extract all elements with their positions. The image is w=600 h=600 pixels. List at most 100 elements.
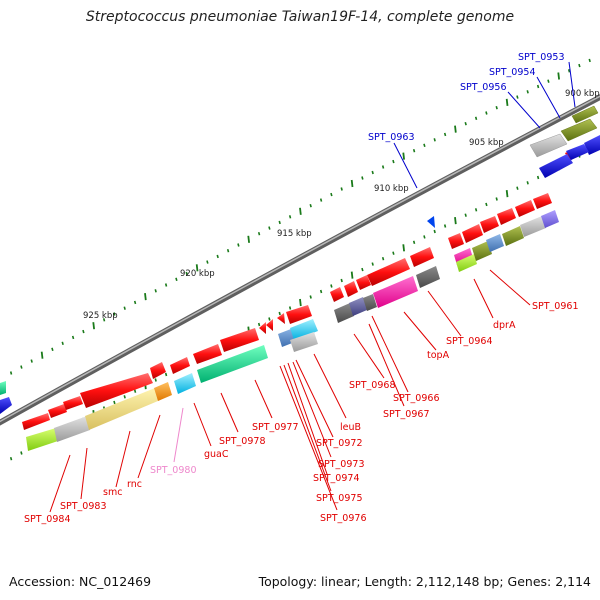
gene-label-spt0964[interactable]: SPT_0964 (446, 336, 493, 347)
gene-arrow-cyan-spt0973[interactable] (290, 319, 318, 340)
gene-label-topa[interactable]: topA (427, 350, 450, 361)
gene-arrow-grey-spt0967[interactable] (363, 294, 377, 311)
gene-label-spt0974[interactable]: SPT_0974 (313, 473, 360, 484)
gene-arrow-dgrey-spt0964[interactable] (416, 266, 440, 288)
lower-tick-47 (474, 208, 478, 212)
lower-tick-13 (123, 395, 126, 399)
gene-arrow-blue-a[interactable] (584, 135, 600, 155)
kbp-tick-39 (392, 159, 395, 164)
lower-tick-31 (309, 295, 312, 299)
gene-label-spt0976[interactable]: SPT_0976 (320, 513, 367, 524)
gene-arrow-olive-spt0961-b[interactable] (502, 226, 524, 246)
gene-arrow-red-tri-c[interactable] (277, 313, 285, 324)
kbp-tick-35 (350, 179, 354, 188)
gene-arrow-red-spt0978[interactable] (220, 328, 259, 352)
gene-arrow-magenta-dpra[interactable] (454, 248, 473, 265)
gene-arrow-magenta-topa[interactable] (373, 276, 418, 308)
gene-label-leub[interactable]: leuB (340, 422, 361, 433)
gene-arrow-steel-spt0961[interactable] (486, 234, 504, 252)
gene-label-spt0961[interactable]: SPT_0961 (532, 301, 579, 312)
gene-arrow-cyan-spt0980[interactable] (174, 373, 196, 394)
gene-arrow-khaki-smc[interactable] (85, 388, 158, 430)
map-title: Streptococcus pneumoniae Taiwan19F-14, c… (85, 9, 515, 25)
gene-arrow-dgrey-spt0968[interactable] (334, 303, 354, 323)
gene-label-spt0968[interactable]: SPT_0968 (349, 380, 396, 391)
gene-arrow-lime-dpra[interactable] (456, 254, 477, 272)
gene-label-spt0978[interactable]: SPT_0978 (219, 436, 266, 447)
gene-label-spt0953[interactable]: SPT_0953 (518, 52, 565, 63)
gene-arrow-red-spt0961-a[interactable] (497, 208, 516, 225)
gene-arrow-red-rnc[interactable] (150, 362, 166, 379)
gene-arrow-red-spt0977[interactable] (286, 305, 312, 324)
kbp-tick-11 (102, 318, 106, 322)
gene-label-dpra[interactable]: dprA (493, 320, 516, 331)
gene-arrow-red-tri-b[interactable] (266, 319, 273, 331)
gene-label-spt0967[interactable]: SPT_0967 (383, 409, 430, 420)
gene-arrow-red-leub-a[interactable] (344, 281, 358, 297)
gene-arrow-red-spt0964[interactable] (448, 233, 464, 249)
gene-arrow-slate-spt0968[interactable] (349, 297, 367, 316)
kbp-tick-49 (495, 105, 498, 110)
gene-arrow-red-spt0961-c[interactable] (533, 193, 552, 209)
gene-arrow-red-spt0966[interactable] (410, 247, 434, 267)
gene-label-spt0977[interactable]: SPT_0977 (252, 422, 299, 433)
gene-arrow-red-spt0972[interactable] (330, 287, 344, 302)
gene-arrow-olive-spt0961[interactable] (472, 241, 492, 261)
gene-arrow-grey-spt0983[interactable] (54, 416, 90, 442)
kbp-tick-17 (164, 283, 168, 287)
gene-arrow-red-smc-b[interactable] (80, 373, 153, 408)
gene-label-guac[interactable]: guaC (204, 449, 229, 460)
gene-arrow-red-spt0968[interactable] (367, 258, 410, 286)
gene-arrow-grey-spt0961[interactable] (520, 216, 546, 237)
gene-arrow-violet-spt0961[interactable] (541, 210, 559, 228)
gene-label-spt0972[interactable]: SPT_0972 (316, 438, 363, 449)
gene-label-spt0963[interactable]: SPT_0963 (368, 132, 415, 143)
gene-arrow-red-guac[interactable] (193, 344, 222, 364)
gene-label-spt0956[interactable]: SPT_0956 (460, 82, 507, 93)
kbp-tick-28 (278, 220, 281, 225)
gene-arrow-spt0954[interactable] (560, 118, 598, 142)
gene-arrow-red-dpra[interactable] (480, 216, 499, 233)
kbp-tick-6 (51, 347, 54, 352)
kbp-tick-51 (516, 95, 519, 99)
gene-marker-spt0963[interactable] (427, 216, 435, 228)
gene-label-spt0975[interactable]: SPT_0975 (316, 493, 363, 504)
kbp-tick-21 (206, 260, 209, 264)
gene-arrow-red-topa[interactable] (462, 224, 483, 243)
gene-arrow-red-spt0961-b[interactable] (515, 200, 535, 217)
gene-label-rnc[interactable]: rnc (127, 479, 142, 490)
gene-arrow-red-spt0980[interactable] (170, 357, 190, 374)
lower-tick-48 (485, 202, 488, 207)
gene-arrow-orange-rnc[interactable] (154, 382, 172, 401)
gene-arrow-red-smc-a[interactable] (63, 396, 83, 410)
kbp-label-900: 900 kbp (565, 89, 600, 99)
gene-arrow-blue-c[interactable] (566, 144, 589, 160)
gene-arrow-spt0953[interactable] (571, 105, 599, 124)
lower-tick-17 (164, 372, 168, 377)
kbp-tick-41 (412, 148, 416, 153)
gene-label-spt0973[interactable]: SPT_0973 (318, 459, 365, 470)
gene-arrow-red-leub-b[interactable] (356, 275, 371, 290)
kbp-label-915: 915 kbp (277, 229, 312, 239)
gene-label-spt0983[interactable]: SPT_0983 (60, 501, 107, 512)
gene-arrow-lime-spt0984[interactable] (26, 428, 58, 451)
gene-label-spt0980[interactable]: SPT_0980 (150, 465, 197, 476)
gene-arrow-edge-cyan[interactable] (0, 381, 6, 395)
gene-arrow-spt0956[interactable] (529, 133, 568, 158)
gene-label-spt0984[interactable]: SPT_0984 (24, 514, 71, 525)
gene-arrow-teal-spt0978[interactable] (197, 345, 268, 383)
lower-tick-45 (454, 216, 457, 225)
gene-arrow-red-tri-a[interactable] (259, 322, 266, 334)
lower-tick-46 (464, 213, 467, 217)
kbp-tick-53 (536, 84, 540, 89)
gene-label-spt0966[interactable]: SPT_0966 (393, 393, 440, 404)
gene-arrow-spt0984[interactable] (22, 413, 50, 430)
gene-label-smc[interactable]: smc (103, 487, 122, 498)
gene-arrow-spt0983[interactable] (48, 404, 67, 418)
kbp-label-910: 910 kbp (374, 184, 409, 194)
gene-label-spt0954[interactable]: SPT_0954 (489, 67, 536, 78)
gene-arrow-grey-spt0976[interactable] (290, 332, 318, 352)
gene-arrow-edge-blue[interactable] (0, 397, 12, 414)
gene-arrow-blue-b[interactable] (539, 154, 573, 178)
